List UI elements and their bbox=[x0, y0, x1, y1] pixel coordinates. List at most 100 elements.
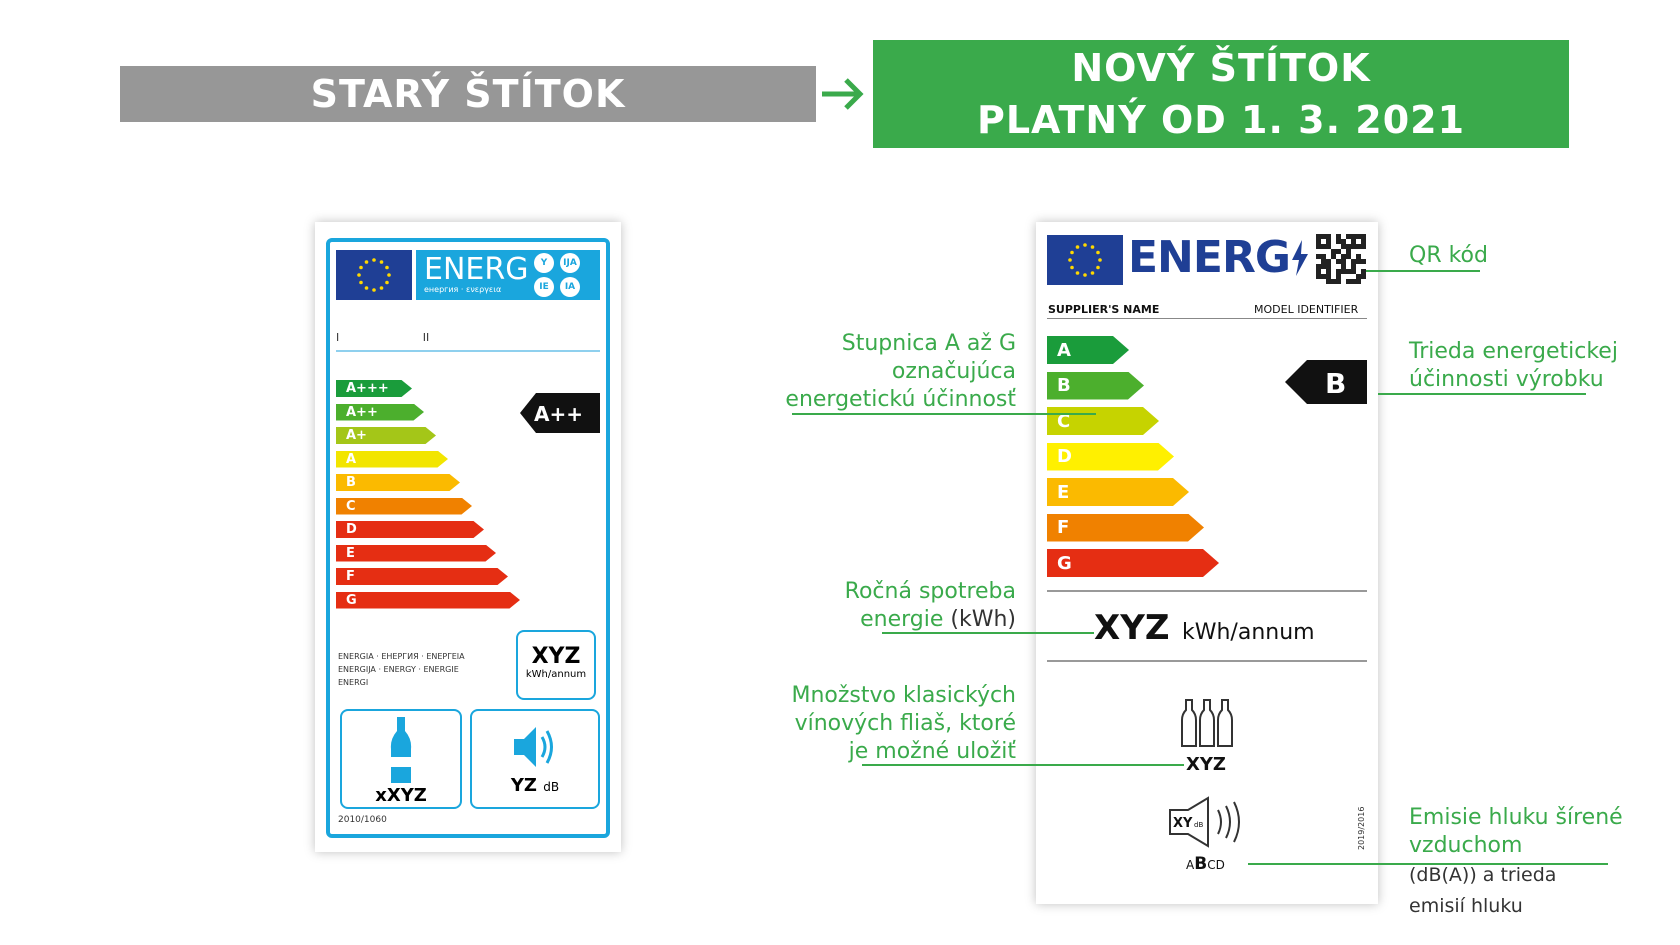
old-model-ticks: I II bbox=[336, 331, 429, 344]
old-energ-word: ENERG bbox=[424, 252, 529, 287]
ann-line: je možné uložiť bbox=[848, 739, 1016, 764]
qr-module bbox=[1316, 239, 1321, 244]
qr-module bbox=[1331, 254, 1336, 259]
new-label-valid-from: PLATNÝ OD 1. 3. 2021 bbox=[976, 98, 1466, 142]
qr-module bbox=[1316, 264, 1321, 269]
qr-code-icon bbox=[1316, 234, 1366, 284]
annotation-scale: Stupnica A až G označujúca energetickú ú… bbox=[760, 330, 1016, 414]
qr-module bbox=[1356, 244, 1361, 249]
eu-star bbox=[1096, 250, 1100, 255]
qr-module bbox=[1341, 269, 1346, 274]
qr-module bbox=[1361, 239, 1366, 244]
new-bottles-value: XYZ bbox=[1186, 754, 1226, 775]
eu-star bbox=[372, 288, 376, 292]
new-scale-bar-2: C bbox=[1047, 407, 1159, 435]
qr-module bbox=[1351, 259, 1356, 264]
new-regulation: 2019/2016 bbox=[1357, 806, 1366, 850]
lang-circle: IA bbox=[560, 277, 580, 297]
eu-star bbox=[1083, 273, 1087, 277]
ann-line: vínových fliaš, ktoré bbox=[794, 711, 1016, 736]
lang-circle: IJA bbox=[560, 253, 580, 273]
qr-module bbox=[1351, 264, 1356, 269]
qr-module bbox=[1336, 279, 1341, 284]
old-label-title: STARÝ ŠTÍTOK bbox=[310, 72, 626, 116]
qr-module bbox=[1341, 259, 1346, 264]
qr-module bbox=[1361, 244, 1366, 249]
new-scale-bar-3: D bbox=[1047, 442, 1174, 471]
eu-star bbox=[359, 280, 363, 285]
qr-module bbox=[1336, 249, 1341, 254]
lang-line: ENERGIA · ЕНЕРГИЯ · ΕΝΕΡΓΕΙΑ bbox=[338, 652, 465, 661]
new-divider-low bbox=[1047, 660, 1367, 662]
lang-circle: Y bbox=[534, 253, 554, 273]
qr-module bbox=[1341, 239, 1346, 244]
model-identifier: MODEL IDENTIFIER bbox=[1254, 303, 1359, 316]
qr-module bbox=[1361, 234, 1366, 239]
supplier-name: SUPPLIER'S NAME bbox=[1048, 303, 1160, 316]
leader-qr bbox=[1366, 270, 1480, 272]
old-energ-sub: енергия · ενεργεια bbox=[424, 285, 502, 294]
old-scale-bar-8: F bbox=[336, 568, 508, 585]
eu-star bbox=[1090, 271, 1095, 275]
qr-module bbox=[1356, 234, 1361, 239]
qr-module bbox=[1316, 269, 1321, 274]
qr-module bbox=[1326, 274, 1331, 279]
qr-module bbox=[1336, 234, 1341, 239]
qr-module bbox=[1321, 254, 1326, 259]
noise-class-post: CD bbox=[1207, 858, 1225, 872]
eu-star bbox=[1075, 245, 1080, 249]
annotation-noise: Emisie hluku šírené vzduchom (dB(A)) a t… bbox=[1409, 804, 1623, 922]
new-divider-top bbox=[1047, 318, 1367, 319]
qr-module bbox=[1346, 249, 1351, 254]
ann-word: (kWh) bbox=[950, 607, 1016, 632]
speaker-icon bbox=[514, 727, 553, 767]
lang-circle: IE bbox=[534, 277, 554, 297]
lightning-icon bbox=[1291, 240, 1308, 276]
eu-star bbox=[1098, 258, 1102, 262]
new-scale-bar-6: G bbox=[1047, 549, 1219, 577]
annotation-energy: Ročná spotreba energie (kWh) bbox=[790, 578, 1016, 634]
new-energ-word: ENERG bbox=[1128, 232, 1310, 283]
old-scale-bar-2: A+ bbox=[336, 427, 436, 444]
new-energy-unit: kWh/annum bbox=[1182, 620, 1315, 645]
eu-star bbox=[359, 265, 363, 270]
qr-module bbox=[1361, 274, 1366, 279]
old-scale-bar-0: A+++ bbox=[336, 380, 412, 397]
qr-module bbox=[1361, 269, 1366, 274]
qr-module bbox=[1336, 274, 1341, 279]
qr-module bbox=[1336, 239, 1341, 244]
old-scale-bar-3: A bbox=[336, 450, 448, 468]
old-bottles-value: xXYZ bbox=[375, 785, 427, 806]
ann-line: Stupnica A až G bbox=[841, 331, 1016, 356]
qr-module bbox=[1351, 269, 1356, 274]
qr-module bbox=[1351, 244, 1356, 249]
eu-star bbox=[379, 286, 384, 290]
qr-module bbox=[1321, 264, 1326, 269]
old-energy-value: XYZ bbox=[531, 644, 581, 669]
qr-module bbox=[1326, 264, 1331, 269]
qr-module bbox=[1341, 244, 1346, 249]
old-noise-box: YZ dB bbox=[470, 709, 600, 809]
old-scale-bar-5: C bbox=[336, 497, 472, 515]
ann-line: emisií hluku bbox=[1409, 895, 1523, 917]
lang-line: ENERGIJA · ENERGY · ENERGIE bbox=[338, 665, 459, 674]
qr-module bbox=[1341, 254, 1346, 259]
qr-module bbox=[1336, 259, 1341, 264]
eu-star bbox=[385, 265, 389, 270]
new-scale-bar-0: A bbox=[1047, 336, 1129, 364]
old-languages: ENERGIA · ЕНЕРГИЯ · ΕΝΕΡΓΕΙΑ ENERGIJA · … bbox=[338, 650, 488, 689]
qr-module bbox=[1356, 279, 1361, 284]
qr-module bbox=[1321, 244, 1326, 249]
eu-star bbox=[1070, 265, 1074, 270]
bottles-icon bbox=[1181, 699, 1233, 747]
old-divider bbox=[336, 350, 600, 352]
old-class-value: A++ bbox=[534, 402, 583, 426]
ann-word: energie bbox=[860, 607, 944, 632]
qr-module bbox=[1326, 234, 1331, 239]
bottle-icon bbox=[390, 717, 412, 783]
qr-module bbox=[1351, 234, 1356, 239]
ann-line: vzduchom bbox=[1409, 833, 1523, 858]
ann-line: Trieda energetickej bbox=[1409, 339, 1618, 364]
new-class-arrow: B bbox=[1285, 360, 1367, 404]
qr-module bbox=[1346, 234, 1351, 239]
